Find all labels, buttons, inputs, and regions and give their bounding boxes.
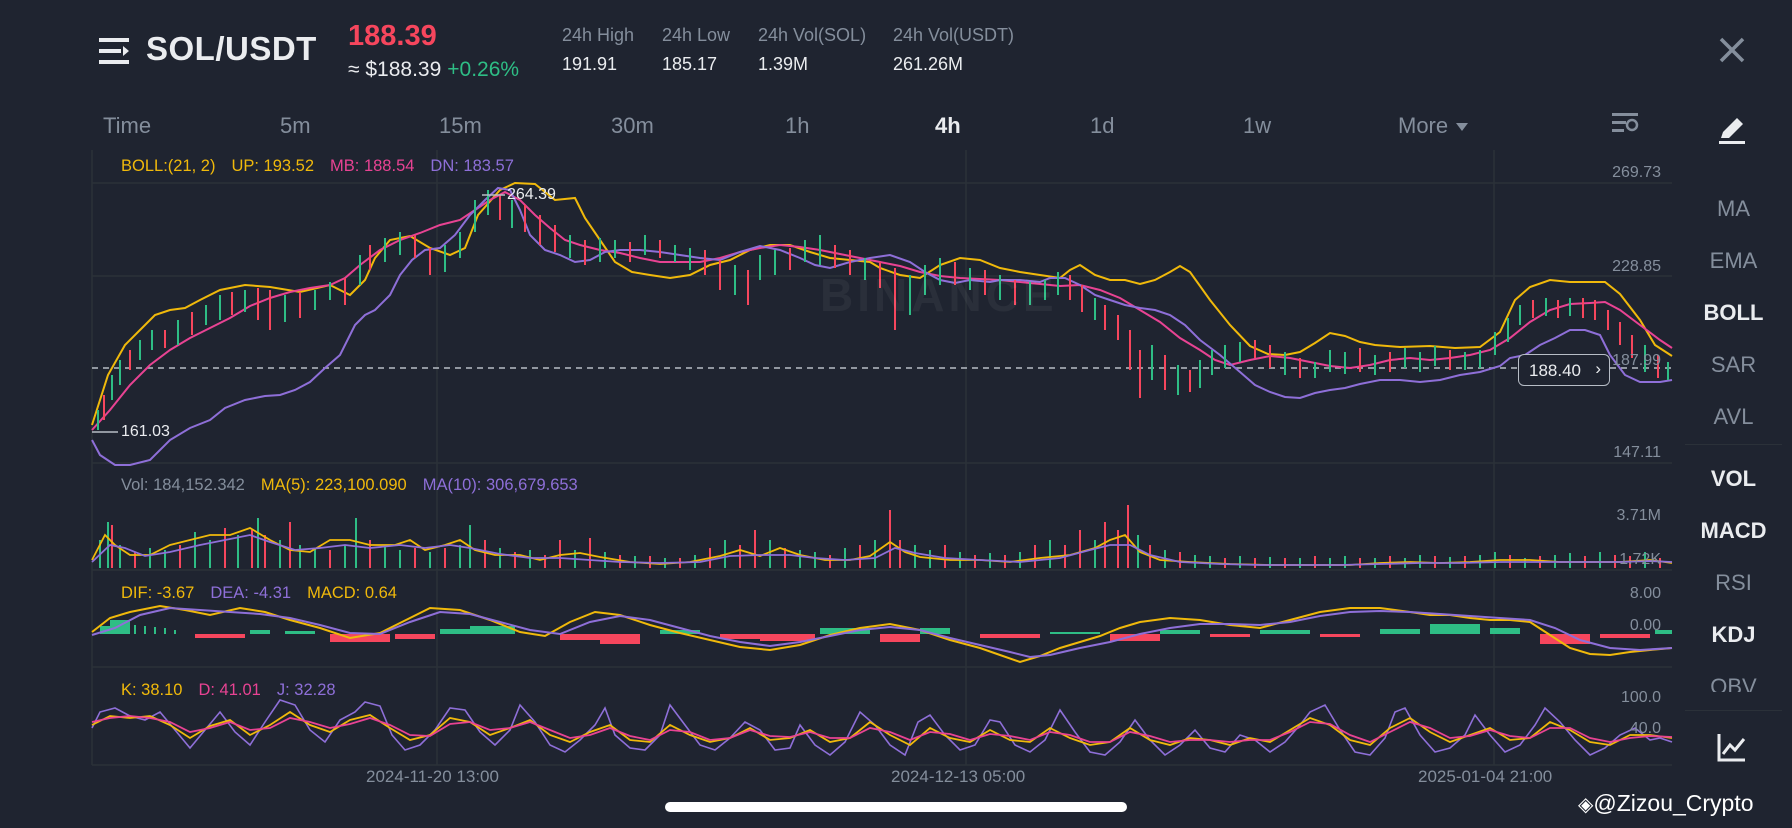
y-label-macd-zero: 0.00 (1629, 617, 1661, 634)
indicator-side-panel: MA EMA BOLL SAR AVL VOL MACD RSI KDJ OBV (1675, 100, 1792, 828)
menu-icon[interactable] (99, 35, 131, 67)
y-label-vol-bottom: 1.72K (1619, 551, 1661, 568)
vol-ma10-value: MA(10): 306,679.653 (422, 476, 578, 494)
stat-value: 191.91 (562, 54, 618, 74)
x-label-2: 2024-12-13 05:00 (891, 767, 1026, 786)
stat-label: 24h Vol(SOL) (758, 25, 867, 45)
stat-24h-high: 24h High 191.91 (562, 25, 634, 75)
interval-30m[interactable]: 30m (611, 113, 654, 138)
stat-value: 261.26M (893, 54, 964, 74)
boll-dn-value: DN: 183.57 (430, 157, 514, 175)
y-label-price-top: 269.73 (1612, 164, 1661, 181)
watermark: BINANCE (820, 269, 1058, 321)
stat-24h-vol-base: 24h Vol(SOL) 1.39M (758, 25, 866, 75)
y-label-kdj-mid: 40.0 (1629, 720, 1661, 737)
boll-mb-line (91, 190, 1673, 431)
fiat-price-row: ≈ $188.39 +0.26% (348, 58, 519, 82)
credit-watermark: ◈@Zizou_Crypto (1578, 790, 1754, 817)
stat-value: 1.39M (758, 54, 809, 74)
indicator-avl[interactable]: AVL (1713, 404, 1754, 429)
stat-24h-vol-quote: 24h Vol(USDT) 261.26M (893, 25, 1014, 75)
more-label: More (1398, 113, 1449, 138)
indicator-macd[interactable]: MACD (1700, 518, 1767, 543)
macd-dea-line (91, 606, 1673, 659)
chart-settings-icon[interactable] (1610, 110, 1640, 136)
caret-down-icon (1456, 123, 1469, 132)
y-label-macd-top: 8.00 (1629, 585, 1661, 602)
chart-type-icon[interactable] (1715, 730, 1749, 764)
credit-text: @Zizou_Crypto (1593, 790, 1754, 816)
boll-legend: BOLL:(21, 2) UP: 193.52 MB: 188.54 DN: 183.… (121, 157, 530, 176)
kdj-d-line (91, 715, 1673, 743)
stat-label: 24h High (562, 25, 635, 45)
kdj-j-value: J: 32.28 (276, 681, 336, 699)
kdj-legend: K: 38.10 D: 41.01 J: 32.28 (121, 681, 352, 700)
interval-15m[interactable]: 15m (439, 113, 482, 138)
kdj-j-line (91, 699, 1673, 757)
interval-1h[interactable]: 1h (785, 113, 810, 138)
change-percent: +0.26% (447, 58, 520, 81)
macd-legend: DIF: -3.67 DEA: -4.31 MACD: 0.64 (121, 584, 413, 603)
last-price: 188.39 (348, 20, 437, 52)
x-label-3: 2025-01-04 21:00 (1418, 767, 1553, 786)
chevron-right-icon: › (1595, 359, 1601, 378)
binance-logo-icon: ◈ (1578, 794, 1594, 816)
vol-value: Vol: 184,152.342 (121, 476, 245, 494)
chart-canvas[interactable] (0, 0, 1675, 780)
current-price-value: 188.40 (1529, 361, 1581, 380)
y-label-price-bottom: 147.11 (1613, 444, 1661, 461)
macd-hist-value: MACD: 0.64 (307, 584, 397, 602)
stat-value: 185.17 (662, 54, 718, 74)
interval-5m[interactable]: 5m (280, 113, 311, 138)
boll-params: BOLL:(21, 2) (121, 157, 216, 175)
indicator-boll[interactable]: BOLL (1703, 300, 1764, 325)
home-indicator[interactable] (665, 802, 1127, 812)
indicator-kdj[interactable]: KDJ (1711, 622, 1756, 647)
fiat-price: ≈ $188.39 (348, 58, 442, 81)
current-price-tag[interactable]: 188.40 › (1518, 354, 1610, 386)
period-high-label: 264.39 (507, 186, 556, 203)
kdj-k-value: K: 38.10 (121, 681, 183, 699)
pair-title[interactable]: SOL/USDT (146, 30, 317, 67)
close-icon[interactable] (1716, 34, 1748, 66)
more-intervals-button[interactable]: More (1398, 113, 1469, 139)
y-label-price-2: 228.85 (1612, 258, 1661, 275)
kdj-k-line (91, 710, 1673, 747)
interval-bar: Time 5m 15m 30m 1h 4h 1d 1w More (0, 105, 1690, 145)
indicator-sar[interactable]: SAR (1710, 352, 1757, 377)
x-label-1: 2024-11-20 13:00 (366, 767, 499, 786)
macd-dif-line (91, 604, 1673, 664)
header: SOL/USDT 188.39 ≈ $188.39 +0.26% 24h High… (0, 0, 1792, 100)
macd-dea-value: DEA: -4.31 (210, 584, 292, 602)
vol-ma10-line (91, 534, 1673, 566)
vol-legend: Vol: 184,152.342 MA(5): 223,100.090 MA(10)… (121, 476, 594, 495)
y-label-vol-top: 3.71M (1616, 507, 1661, 524)
indicator-ma[interactable]: MA (1717, 196, 1750, 221)
stat-label: 24h Low (662, 25, 731, 45)
indicator-rsi[interactable]: RSI (1715, 570, 1752, 595)
interval-4h[interactable]: 4h (935, 113, 961, 138)
y-label-kdj-top: 100.0 (1620, 689, 1661, 706)
macd-dif-value: DIF: -3.67 (121, 584, 195, 602)
side-divider (1685, 710, 1782, 711)
boll-mb-value: MB: 188.54 (330, 157, 415, 175)
interval-time[interactable]: Time (103, 113, 152, 138)
indicator-vol[interactable]: VOL (1710, 466, 1757, 491)
boll-dn-line (91, 186, 1673, 466)
interval-1w[interactable]: 1w (1243, 113, 1272, 138)
side-divider (1685, 444, 1782, 445)
kdj-d-value: D: 41.01 (198, 681, 261, 699)
draw-tool-icon[interactable] (1715, 112, 1749, 146)
boll-up-line (91, 181, 1673, 426)
vol-ma5-value: MA(5): 223,100.090 (260, 476, 407, 494)
stat-label: 24h Vol(USDT) (893, 25, 1015, 45)
stat-24h-low: 24h Low 185.17 (662, 25, 730, 75)
indicator-obv[interactable]: OBV (1710, 674, 1757, 692)
interval-1d[interactable]: 1d (1090, 113, 1115, 138)
y-label-price-3: 187.99 (1612, 352, 1661, 369)
indicator-ema[interactable]: EMA (1709, 248, 1758, 273)
boll-up-value: UP: 193.52 (231, 157, 315, 175)
period-low-label: 161.03 (121, 423, 170, 440)
